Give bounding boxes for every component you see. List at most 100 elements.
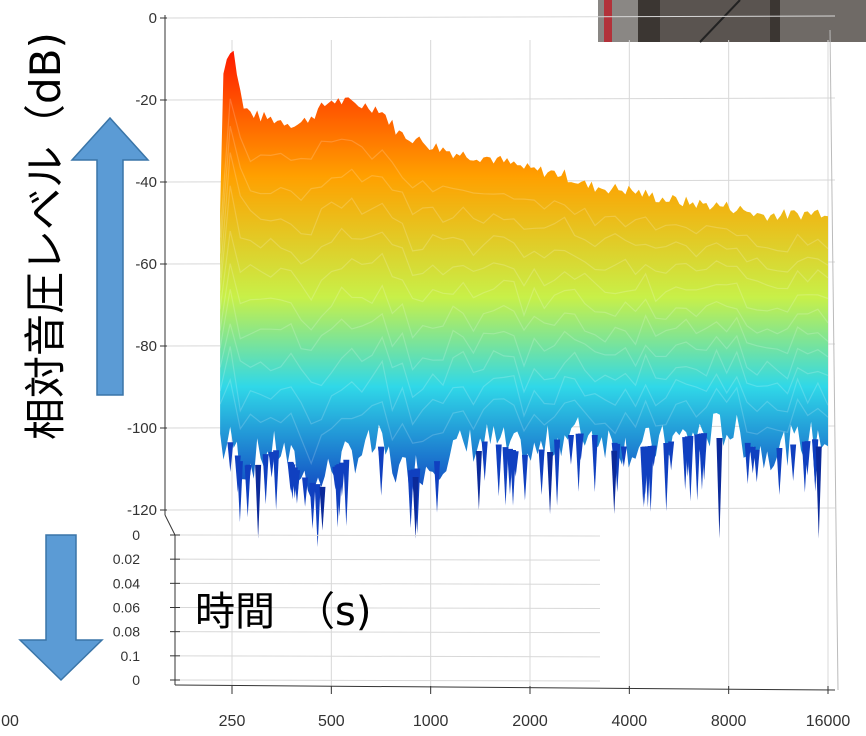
- surface-spike: [521, 454, 528, 501]
- time-grid-line: [179, 679, 601, 682]
- up-arrow-icon: [70, 116, 150, 396]
- surface-spike: [236, 461, 243, 523]
- surface-spike: [268, 451, 275, 478]
- surface-spike: [640, 446, 647, 508]
- surface-spike: [567, 434, 574, 465]
- surface-spike: [801, 441, 808, 493]
- surface-area: [220, 50, 829, 499]
- time-tick-label: 0: [132, 527, 140, 543]
- surface-ridge: [219, 289, 829, 380]
- surface-dip: [255, 464, 262, 539]
- surface-spike: [262, 454, 269, 505]
- surface-spike: [538, 449, 545, 496]
- surface-spike: [790, 444, 797, 481]
- down-arrow-icon: [18, 534, 104, 682]
- axes: [164, 15, 836, 691]
- time-axis-ticks: 0 0.02 0.04 0.06 0.08 0.1 0: [113, 527, 601, 688]
- time-tick-label: 0.08: [113, 624, 140, 640]
- time-grid-line: [179, 534, 601, 537]
- surface-spike: [481, 441, 488, 481]
- surface-spike: [245, 464, 252, 487]
- x-tick-label: 500: [318, 713, 345, 730]
- surface-spike: [620, 446, 627, 467]
- surface-ridge: [219, 377, 829, 466]
- y-tick-label: -20: [135, 92, 157, 109]
- surface-ridge: [219, 126, 829, 273]
- surface-spike: [314, 484, 321, 547]
- time-grid-line: [179, 631, 601, 634]
- surface-spike: [309, 482, 316, 529]
- surface-ridge: [219, 152, 829, 290]
- time-tick-label: 0: [132, 672, 140, 688]
- x-tick-label: 16000: [806, 713, 851, 730]
- y-axis-label: 相対音圧レベル（dB): [21, 32, 70, 440]
- x-tick-label: 2000: [512, 713, 548, 730]
- grid-line: [829, 29, 839, 691]
- time-tick-label: 0.06: [113, 600, 140, 616]
- surface-spike: [753, 449, 760, 483]
- x-tick-label: 250: [219, 713, 246, 730]
- y-tick-label: 0: [149, 10, 157, 27]
- time-tick-label: 0.02: [113, 551, 140, 567]
- surface-ridge: [219, 98, 829, 253]
- surface-spike: [502, 447, 509, 506]
- surface-spike: [668, 441, 675, 471]
- surface-spike: [407, 470, 414, 529]
- surface-spike: [694, 434, 701, 501]
- surface-dip: [319, 486, 326, 531]
- x-tick-label: 00: [1, 713, 19, 730]
- time-axis-label: 時間 （s): [195, 589, 371, 635]
- surface-spike: [776, 447, 783, 496]
- surface-spike: [293, 470, 300, 504]
- x-tick-label: 8000: [711, 713, 747, 730]
- surface-spike: [698, 433, 705, 491]
- surface-spike: [577, 433, 584, 461]
- time-tick-label: 0.1: [121, 648, 141, 664]
- grid-line: [164, 507, 836, 511]
- surface-spike: [663, 443, 670, 512]
- y-axis-ticks: 0 -20 -40 -60 -80 -100 -120: [127, 10, 167, 519]
- time-grid-line: [179, 655, 601, 658]
- time-grid-line: [179, 558, 601, 561]
- surface-dip: [716, 438, 723, 539]
- surface-ridge: [219, 346, 829, 426]
- surface-spike: [687, 435, 694, 502]
- surface-spike: [378, 447, 385, 496]
- x-axis-ticks: 00 250 500 1000 2000 4000 8000 16000: [1, 686, 850, 730]
- time-tick-label: 0.04: [113, 575, 140, 591]
- x-tick-label: 1000: [413, 713, 449, 730]
- surface-spike: [273, 450, 280, 511]
- surface-dip: [412, 476, 419, 539]
- surface-spike: [510, 450, 517, 506]
- grid-line: [164, 15, 836, 19]
- surface-spike: [744, 442, 751, 485]
- surface-ridge: [219, 263, 829, 355]
- surface-ridge: [219, 185, 829, 313]
- surface-ridge: [219, 323, 829, 399]
- surface-spike: [343, 459, 350, 527]
- x-axis-line: [174, 684, 836, 691]
- time-grid-line: [179, 607, 601, 609]
- surface-spike: [302, 477, 309, 507]
- surface-spike: [591, 434, 598, 493]
- y-tick-label: -80: [135, 338, 157, 355]
- surface-spike: [647, 445, 654, 512]
- background-photo: [598, 0, 866, 43]
- surface-ridge: [219, 230, 829, 335]
- x-tick-label: 4000: [612, 713, 648, 730]
- y-tick-label: -120: [127, 502, 157, 519]
- surface-spike: [434, 461, 441, 513]
- y-tick-label: -60: [135, 256, 157, 273]
- grid-line: [164, 97, 836, 101]
- surface-spike: [650, 445, 657, 467]
- surface: [219, 50, 829, 547]
- time-grid-line: [179, 582, 601, 585]
- surface-dip: [475, 451, 482, 510]
- y-tick-label: -40: [135, 174, 157, 191]
- surface-spike: [495, 444, 502, 497]
- axis-corner-line: [164, 514, 176, 536]
- surface-spike: [289, 464, 296, 500]
- surface-spike: [338, 462, 345, 497]
- surface-dip: [611, 450, 618, 515]
